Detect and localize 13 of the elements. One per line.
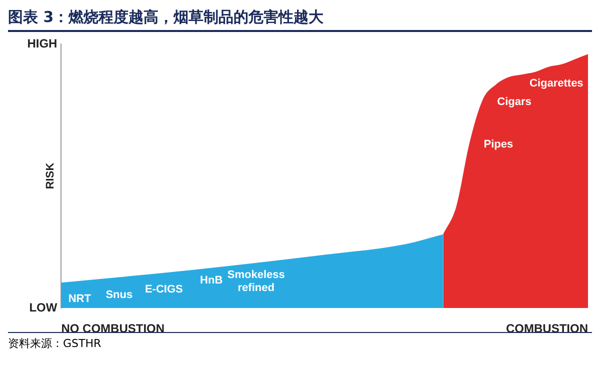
y-axis-title: RISK [44, 162, 57, 190]
annotation: Cigars [497, 96, 532, 108]
annotation: Pipes [484, 138, 514, 150]
text: HIGH [27, 36, 58, 50]
annotation: NRT [68, 292, 92, 305]
chart-title: 图表 3：燃烧程度越高，烟草制品的危害性越大 [8, 8, 592, 32]
annotation: Snus [106, 288, 133, 301]
annotation: Cigarettes [529, 78, 584, 90]
annotation: LOW [29, 300, 58, 314]
annotation: HnB [200, 274, 223, 286]
annotation: Smokeless refined [227, 269, 285, 294]
annotation: E-CIGS [144, 284, 183, 296]
text: 资料来源：GSTHR [8, 336, 102, 351]
